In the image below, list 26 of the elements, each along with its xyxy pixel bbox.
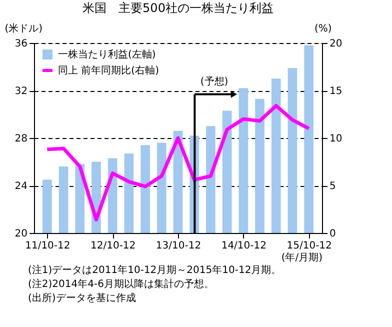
text: (注2)2014年4-6月期以降は集計の予想。 xyxy=(28,278,214,290)
y2-tick-label: 20 xyxy=(330,38,342,50)
line-series xyxy=(45,104,311,222)
x-tick-label: 13/10-12 xyxy=(156,240,202,252)
x-tick-label: 11/10-12 xyxy=(25,240,70,252)
y-tick-label: 28 xyxy=(14,134,28,144)
y2-tick-label: 5 xyxy=(330,181,336,192)
y-tick-label: 32 xyxy=(14,86,28,97)
x-tick-label: 15/10-12 xyxy=(286,240,332,252)
y2-axis-title: (%) xyxy=(314,24,332,34)
y-tick-label: 36 xyxy=(14,38,28,50)
text: (出所)データを基に作成 xyxy=(28,292,136,304)
y-axis-title: (米ドル) xyxy=(4,22,43,34)
annotation: (予想) xyxy=(200,75,228,88)
chart-title: 米国 主要500社の一株当たり利益 xyxy=(82,1,274,15)
legend-label: 一株当たり利益(左軸) xyxy=(58,48,156,60)
y2-tick-label: 15 xyxy=(330,86,342,97)
legend-label: 同上 前年同期比(右軸) xyxy=(58,64,160,76)
y2-tick-label: 10 xyxy=(330,134,342,144)
text: (注1)データは2011年10-12月期～2015年10-12月期。 xyxy=(28,264,282,276)
y2-tick-label: 0 xyxy=(330,228,336,240)
x-axis-title: (年/月期) xyxy=(281,252,323,264)
y-tick-label: 24 xyxy=(14,181,28,192)
y-tick-label: 20 xyxy=(14,228,28,240)
x-tick-label: 14/10-12 xyxy=(221,240,266,252)
x-tick-label: 12/10-12 xyxy=(90,240,136,252)
